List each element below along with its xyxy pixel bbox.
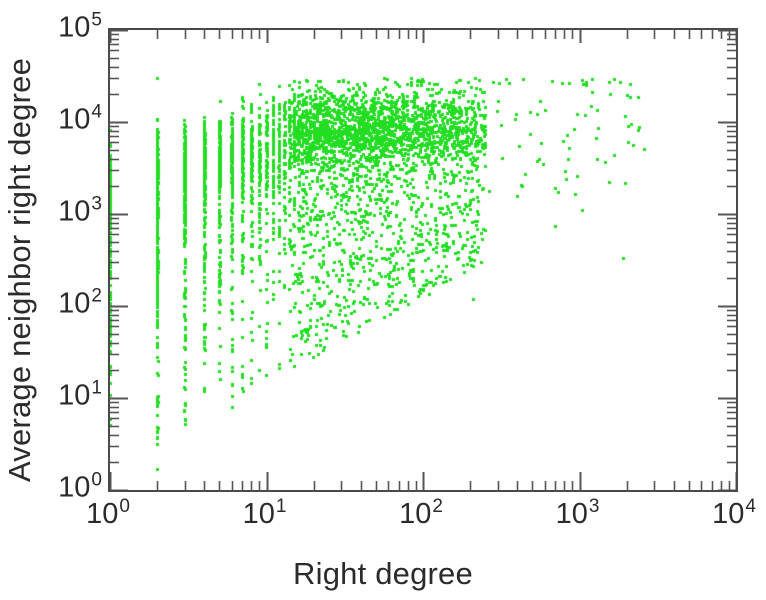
y-axis-title-container: Average neighbor right degree <box>0 0 40 540</box>
y-tick-label-0: 100 <box>58 469 102 504</box>
x-tick-label-4: 104 <box>712 496 756 530</box>
x-tick-label-2: 102 <box>399 496 443 530</box>
y-axis-title: Average neighbor right degree <box>2 57 37 483</box>
y-tick-label-3: 103 <box>58 193 102 228</box>
y-tick-label-2: 102 <box>58 285 102 320</box>
y-tick-label-1: 101 <box>58 377 102 412</box>
y-tick-label-5: 105 <box>58 9 102 44</box>
x-tick-label-0: 100 <box>86 496 130 530</box>
x-tick-label-1: 101 <box>242 496 287 530</box>
x-axis-title: Right degree <box>293 556 473 591</box>
x-tick-label-3: 103 <box>555 496 600 530</box>
plot-area <box>108 28 738 492</box>
scatter-points-layer <box>110 30 736 490</box>
y-tick-label-4: 104 <box>58 101 102 136</box>
